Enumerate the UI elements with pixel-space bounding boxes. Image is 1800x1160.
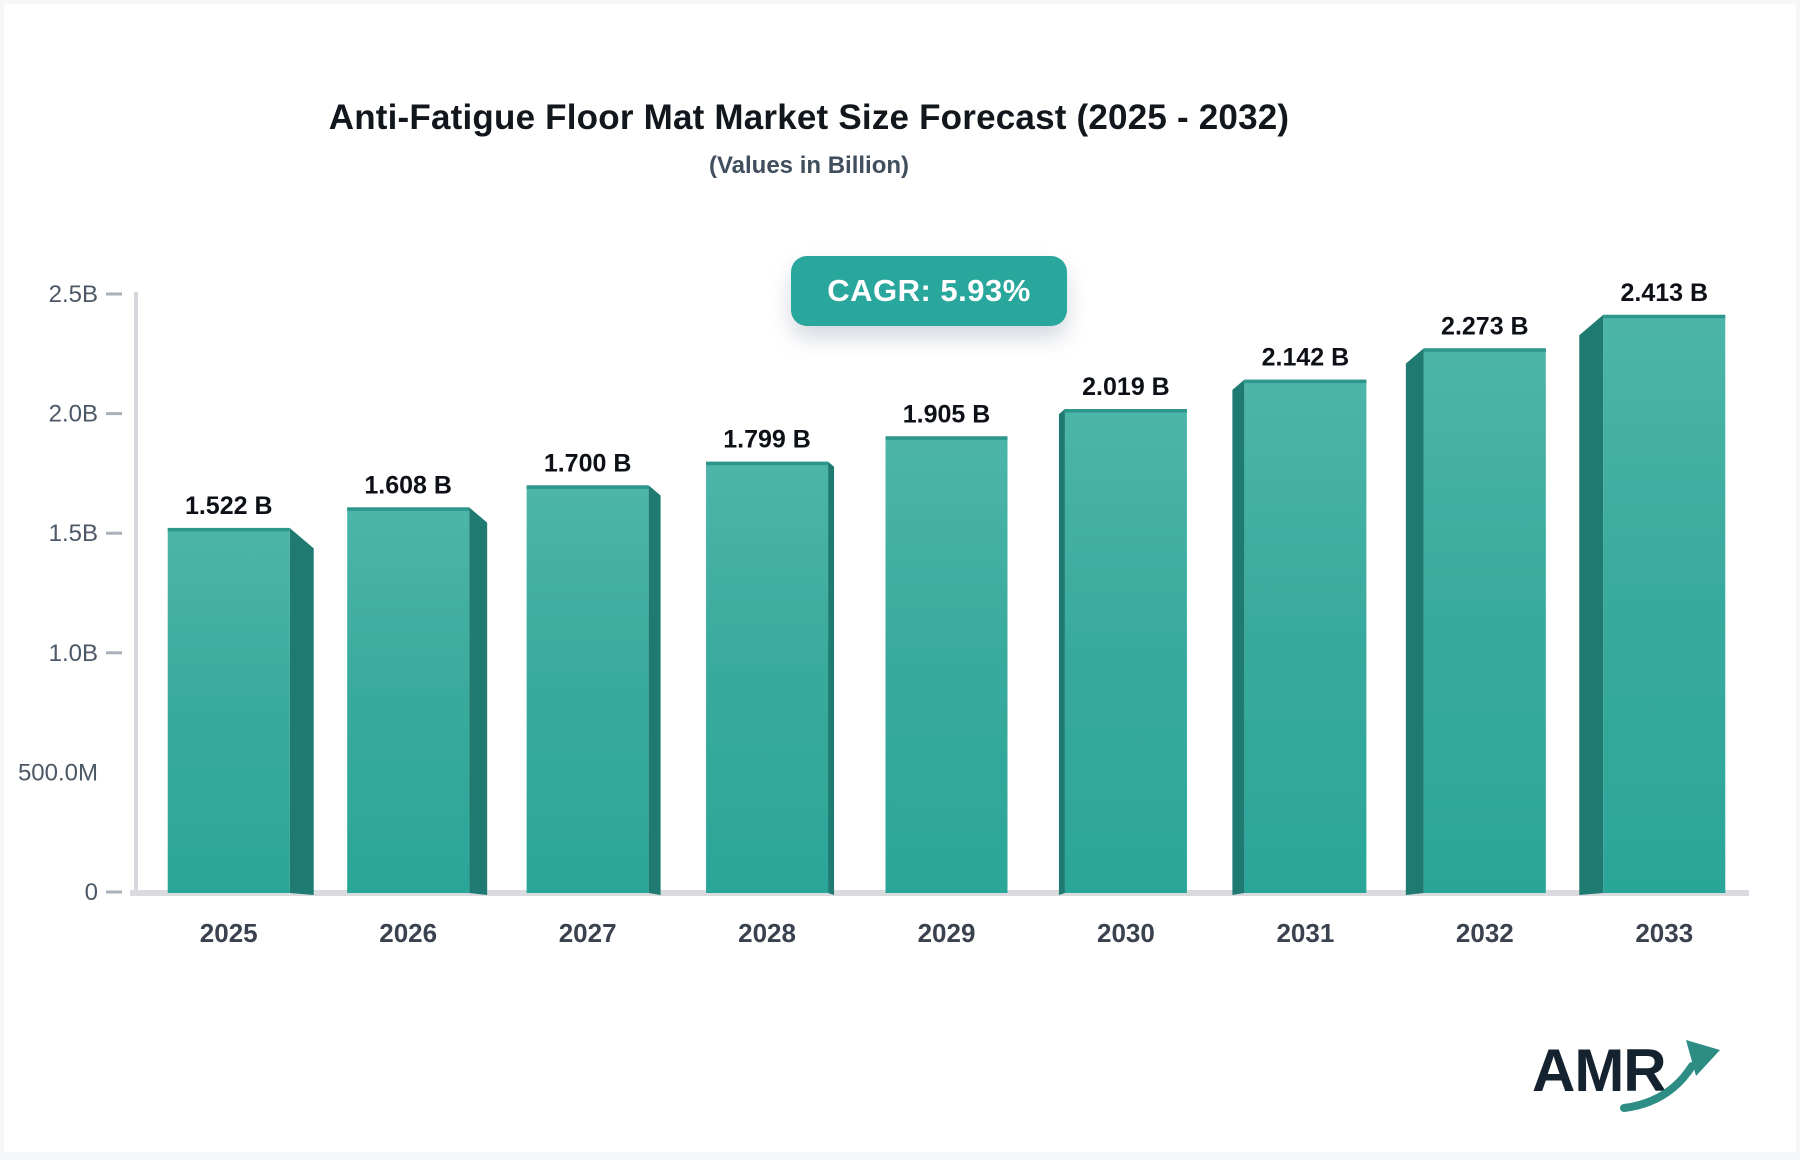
- x-axis-label-2025: 2025: [200, 918, 258, 948]
- bar-2032: [1405, 348, 1546, 895]
- y-tick-1.0B: [106, 651, 122, 655]
- bars: [167, 314, 1726, 895]
- bar-2033: [1579, 314, 1726, 895]
- bar-top-edge: [526, 485, 649, 489]
- x-axis-label-2030: 2030: [1097, 918, 1155, 948]
- x-axis-label-2028: 2028: [738, 918, 796, 948]
- bar-top-edge: [167, 527, 290, 532]
- bar-value-label-2033: 2.413 B: [1620, 279, 1708, 307]
- x-axis-label-2033: 2033: [1635, 918, 1693, 948]
- bar-value-label-2030: 2.019 B: [1082, 373, 1170, 401]
- bar-top-edge: [1423, 348, 1546, 352]
- bar-front-face: [1603, 314, 1726, 893]
- bar-side-face: [1405, 348, 1424, 895]
- amr-logo: AMR: [1532, 1036, 1752, 1126]
- bar-side-face: [289, 527, 314, 895]
- bar-value-label-2025: 1.522 B: [185, 492, 273, 520]
- bar-2031: [1232, 379, 1367, 895]
- bar-2025: [167, 527, 314, 895]
- bar-value-label-2031: 2.142 B: [1262, 344, 1350, 372]
- bar-top-edge: [1244, 379, 1367, 384]
- chart-title: Anti-Fatigue Floor Mat Market Size Forec…: [328, 98, 1290, 137]
- bar-side-face: [648, 485, 661, 895]
- labels: 2.5B 2.0B 1.5B 1.0B 500.0M 0 1.522 B 2025 1.608 …: [18, 279, 1708, 948]
- bar-chart-plot: 2.5B 2.0B 1.5B 1.0B 500.0M 0 1.522 B 2025 1.608 …: [18, 279, 1749, 948]
- bar-2026: [347, 507, 488, 895]
- chart-card: Anti-Fatigue Floor Mat Market Size Forec…: [4, 4, 1796, 1152]
- bar-top-edge: [347, 507, 470, 511]
- bar-2027: [526, 485, 661, 895]
- bar-front-face: [1244, 379, 1367, 893]
- y-tick-2.5B: [106, 292, 122, 296]
- bar-2030: [1058, 409, 1187, 895]
- x-axis-label-2032: 2032: [1456, 918, 1514, 948]
- bar-value-label-2027: 1.700 B: [544, 449, 632, 477]
- bar-front-face: [885, 436, 1008, 893]
- bar-side-face: [1058, 409, 1065, 895]
- bar-top-edge: [885, 436, 1008, 440]
- chart-subtitle: (Values in Billion): [708, 152, 910, 179]
- bar-value-label-2028: 1.799 B: [723, 426, 811, 454]
- bar-top-edge: [1064, 409, 1187, 413]
- bar-front-face: [347, 507, 470, 893]
- bar-side-face: [828, 461, 835, 895]
- y-tick-2.0B: [106, 412, 122, 416]
- y-axis-label-2.0B: 2.0B: [49, 401, 98, 428]
- bar-front-face: [1064, 409, 1187, 893]
- logo-text: AMR: [1532, 1037, 1667, 1104]
- bar-front-face: [1423, 348, 1546, 893]
- x-axis-label-2027: 2027: [559, 918, 617, 948]
- y-axis-label-1.0B: 1.0B: [49, 640, 98, 667]
- bar-front-face: [167, 527, 290, 893]
- cagr-badge: CAGR: 5.93%: [791, 256, 1067, 326]
- bar-top-edge: [706, 461, 829, 466]
- bar-value-label-2032: 2.273 B: [1441, 312, 1529, 340]
- y-axis-line: [134, 292, 138, 894]
- x-axis-label-2029: 2029: [918, 918, 976, 948]
- bar-side-face: [1232, 379, 1245, 895]
- y-axis-label-500.0M: 500.0M: [18, 759, 98, 786]
- y-tick-0: [106, 890, 122, 894]
- bar-front-face: [526, 485, 649, 893]
- bar-value-label-2026: 1.608 B: [364, 471, 452, 499]
- x-axis-label-2031: 2031: [1276, 918, 1334, 948]
- logo-arrow-icon: [1620, 1040, 1720, 1112]
- y-axis-label-0: 0: [85, 879, 98, 906]
- bar-2028: [706, 461, 835, 895]
- bar-side-face: [469, 507, 488, 895]
- y-tick-1.5B: [106, 531, 122, 535]
- x-axis-label-2026: 2026: [379, 918, 437, 948]
- y-axis-label-1.5B: 1.5B: [49, 520, 98, 547]
- bar-top-edge: [1603, 314, 1726, 319]
- bar-front-face: [706, 461, 829, 893]
- bar-2029: [885, 436, 1008, 893]
- bar-side-face: [1579, 314, 1604, 895]
- y-axis-label-2.5B: 2.5B: [49, 281, 98, 308]
- bar-value-label-2029: 1.905 B: [903, 400, 991, 428]
